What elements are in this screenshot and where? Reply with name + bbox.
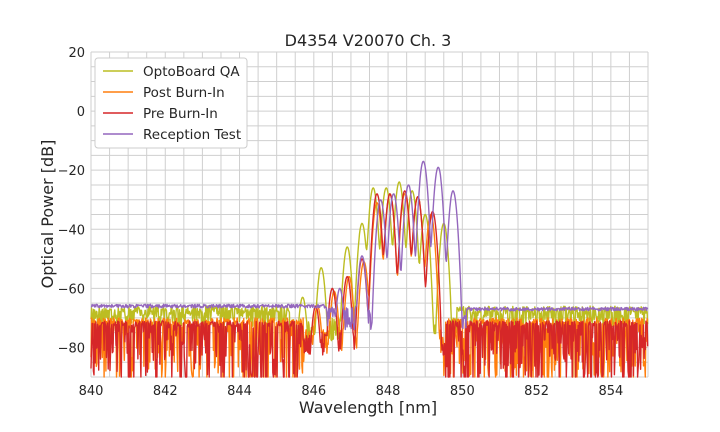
legend: OptoBoard QA Post Burn-In Pre Burn-In Recep… [94, 57, 248, 149]
x-tick-label: 842 [153, 384, 178, 399]
x-tick-label: 850 [450, 384, 475, 399]
series-line-pre-burn-in [90, 190, 649, 378]
y-tick-label: −20 [58, 164, 85, 179]
tick-labels: 840 842 844 846 848 850 852 854 20 0 −20 −40 −60 −80 [58, 46, 624, 399]
series-line-optoboard-qa [90, 181, 649, 342]
series-line-reception-test [90, 160, 649, 331]
x-tick-label: 846 [301, 384, 326, 399]
x-axis-label: Wavelength [nm] [299, 398, 437, 417]
legend-box [94, 57, 248, 149]
y-axis-label: Optical Power [dB] [38, 140, 57, 289]
y-tick-label: −60 [58, 282, 85, 297]
y-tick-label: −40 [58, 223, 85, 238]
x-tick-label: 854 [598, 384, 623, 399]
legend-label: OptoBoard QA [143, 64, 240, 80]
legend-label: Post Burn-In [143, 85, 225, 101]
series-lines [90, 160, 649, 378]
chart-title: D4354 V20070 Ch. 3 [285, 31, 452, 50]
x-tick-label: 852 [524, 384, 549, 399]
x-tick-label: 844 [227, 384, 252, 399]
legend-label: Pre Burn-In [143, 106, 218, 122]
x-tick-label: 848 [376, 384, 401, 399]
y-tick-label: 0 [77, 105, 85, 120]
legend-label: Reception Test [143, 127, 241, 143]
x-tick-label: 840 [79, 384, 104, 399]
y-tick-label: −80 [58, 341, 85, 356]
y-tick-label: 20 [68, 46, 85, 61]
